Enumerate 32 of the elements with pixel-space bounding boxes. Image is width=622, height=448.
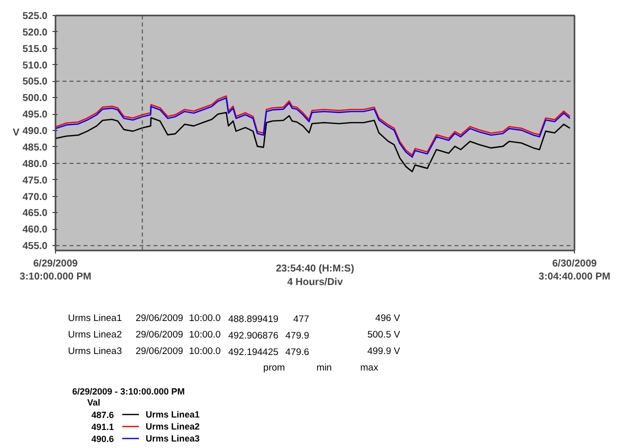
y-tick-label: 475.0: [22, 175, 48, 186]
text: 487.6: [91, 410, 114, 420]
text: Urms Linea3 29/06/2009 10:00.0 492.194425 479.6 499.9 V: [68, 346, 400, 358]
y-tick-label: 455.0: [22, 241, 48, 252]
y-tick-label: 480.0: [22, 158, 48, 170]
legend-title: 6/29/2009 - 3:10:00.000 PM: [72, 386, 185, 396]
legend-label: Urms Linea2: [146, 422, 200, 432]
y-tick-label: 495.0: [22, 110, 48, 121]
y-tick-label: 525.0: [22, 11, 48, 22]
text: 490.6: [91, 434, 114, 444]
x-tick-label: 6/30/2009 3:04:40.000 PM: [538, 258, 610, 283]
y-tick-label: 460.0: [22, 224, 48, 236]
legend-label: Urms Linea3: [146, 434, 200, 444]
text: Urms Linea1 29/06/2009 10:00.0 488.899419 477 496 V: [68, 313, 400, 325]
y-tick-label: 500.0: [22, 93, 48, 104]
text: Urms Linea2 29/06/2009 10:00.0 492.906876 479.9 500.5 V: [68, 330, 400, 342]
y-tick-label: 510.0: [22, 60, 48, 72]
y-tick-label: 485.0: [22, 142, 48, 154]
x-tick-label: 6/29/2009 3:10:00.000 PM: [20, 258, 92, 283]
y-tick-label: 470.0: [22, 192, 48, 203]
line-series: [56, 112, 571, 172]
y-tick-label: 515.0: [22, 44, 48, 55]
y-tick-label: 505.0: [22, 76, 48, 88]
y-tick-label: 490.0: [22, 126, 48, 138]
legend-label: Urms Linea1: [146, 410, 200, 420]
text: prom min max: [263, 362, 378, 374]
text: 491.1: [91, 422, 114, 432]
text: Val: [87, 398, 100, 408]
y-tick-label: 465.0: [22, 208, 48, 220]
y-tick-label: 520.0: [22, 27, 48, 38]
y-axis-title: V: [12, 128, 20, 138]
x-axis-title: 23:54:40 (H:M:S) 4 Hours/Div: [276, 264, 354, 288]
